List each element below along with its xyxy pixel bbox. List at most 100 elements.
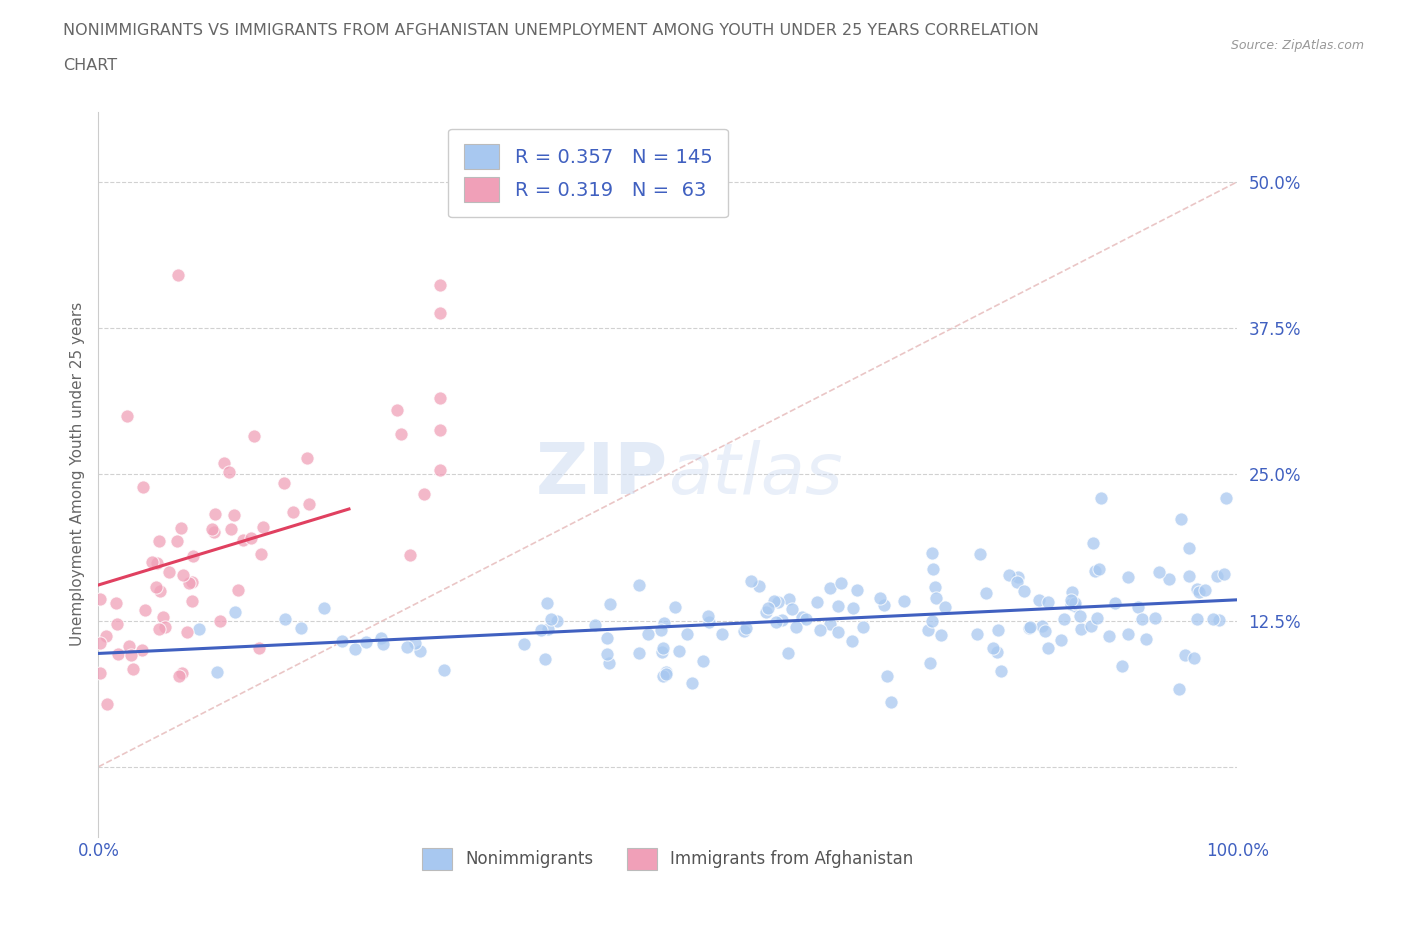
Point bbox=[1135, 631, 1157, 646]
Point bbox=[676, 626, 699, 641]
Point bbox=[273, 476, 295, 491]
Point bbox=[925, 591, 948, 605]
Point bbox=[1194, 583, 1216, 598]
Point bbox=[530, 622, 553, 637]
Point bbox=[149, 583, 172, 598]
Point bbox=[1064, 595, 1087, 610]
Point bbox=[1085, 610, 1108, 625]
Point bbox=[652, 640, 675, 655]
Point bbox=[734, 621, 756, 636]
Point bbox=[806, 594, 828, 609]
Point bbox=[250, 546, 273, 561]
Point bbox=[1143, 611, 1166, 626]
Point bbox=[145, 579, 167, 594]
Point bbox=[1028, 592, 1050, 607]
Point bbox=[131, 643, 153, 658]
Point bbox=[637, 627, 659, 642]
Point bbox=[1053, 612, 1076, 627]
Point bbox=[841, 633, 863, 648]
Point bbox=[710, 627, 733, 642]
Point bbox=[1005, 575, 1028, 590]
Point bbox=[1185, 612, 1208, 627]
Point bbox=[1060, 592, 1083, 607]
Text: NONIMMIGRANTS VS IMMIGRANTS FROM AFGHANISTAN UNEMPLOYMENT AMONG YOUTH UNDER 25 Y: NONIMMIGRANTS VS IMMIGRANTS FROM AFGHANI… bbox=[63, 23, 1039, 38]
Point bbox=[820, 580, 842, 595]
Point bbox=[89, 591, 111, 606]
Point bbox=[1036, 595, 1059, 610]
Point bbox=[869, 591, 891, 605]
Point bbox=[385, 403, 408, 418]
Point bbox=[226, 582, 249, 597]
Point bbox=[104, 595, 127, 610]
Point bbox=[1111, 658, 1133, 673]
Point bbox=[924, 579, 946, 594]
Point bbox=[1118, 569, 1140, 584]
Point bbox=[778, 646, 800, 661]
Point bbox=[987, 622, 1010, 637]
Point bbox=[218, 465, 240, 480]
Point bbox=[240, 530, 263, 545]
Point bbox=[146, 555, 169, 570]
Point bbox=[534, 652, 557, 667]
Point bbox=[540, 611, 562, 626]
Point bbox=[281, 504, 304, 519]
Point bbox=[1215, 490, 1237, 505]
Point bbox=[232, 533, 254, 548]
Point bbox=[599, 596, 621, 611]
Point bbox=[429, 463, 451, 478]
Point bbox=[181, 549, 204, 564]
Point bbox=[207, 665, 229, 680]
Point bbox=[827, 599, 849, 614]
Point bbox=[921, 613, 943, 628]
Text: Source: ZipAtlas.com: Source: ZipAtlas.com bbox=[1230, 39, 1364, 52]
Point bbox=[330, 634, 353, 649]
Point bbox=[650, 623, 672, 638]
Point bbox=[1174, 647, 1197, 662]
Point bbox=[167, 268, 190, 283]
Point bbox=[429, 391, 451, 405]
Point bbox=[153, 619, 176, 634]
Point bbox=[121, 661, 143, 676]
Point bbox=[157, 565, 180, 579]
Point bbox=[132, 480, 155, 495]
Point bbox=[651, 644, 673, 659]
Point bbox=[934, 600, 956, 615]
Point bbox=[917, 622, 939, 637]
Point bbox=[851, 620, 873, 635]
Point bbox=[974, 585, 997, 600]
Point bbox=[1208, 612, 1230, 627]
Point bbox=[170, 521, 193, 536]
Point bbox=[96, 697, 118, 711]
Point bbox=[343, 642, 366, 657]
Point bbox=[1007, 570, 1029, 585]
Point bbox=[846, 583, 869, 598]
Point bbox=[172, 666, 194, 681]
Point bbox=[1080, 618, 1102, 633]
Point bbox=[389, 427, 412, 442]
Point bbox=[120, 647, 142, 662]
Point bbox=[89, 635, 111, 650]
Point bbox=[370, 631, 392, 645]
Point bbox=[134, 603, 156, 618]
Point bbox=[697, 609, 720, 624]
Point bbox=[873, 598, 896, 613]
Point bbox=[778, 591, 800, 606]
Point bbox=[1188, 585, 1211, 600]
Point bbox=[105, 617, 128, 631]
Point bbox=[242, 429, 264, 444]
Point bbox=[733, 623, 755, 638]
Point bbox=[794, 612, 817, 627]
Point bbox=[1178, 569, 1201, 584]
Point bbox=[756, 601, 779, 616]
Point bbox=[1050, 632, 1073, 647]
Point bbox=[398, 548, 420, 563]
Point bbox=[512, 637, 534, 652]
Point bbox=[876, 669, 898, 684]
Point bbox=[166, 534, 188, 549]
Point bbox=[628, 578, 651, 592]
Point bbox=[408, 643, 430, 658]
Point bbox=[986, 644, 1008, 659]
Point bbox=[1036, 640, 1059, 655]
Point bbox=[654, 667, 676, 682]
Point bbox=[755, 604, 778, 619]
